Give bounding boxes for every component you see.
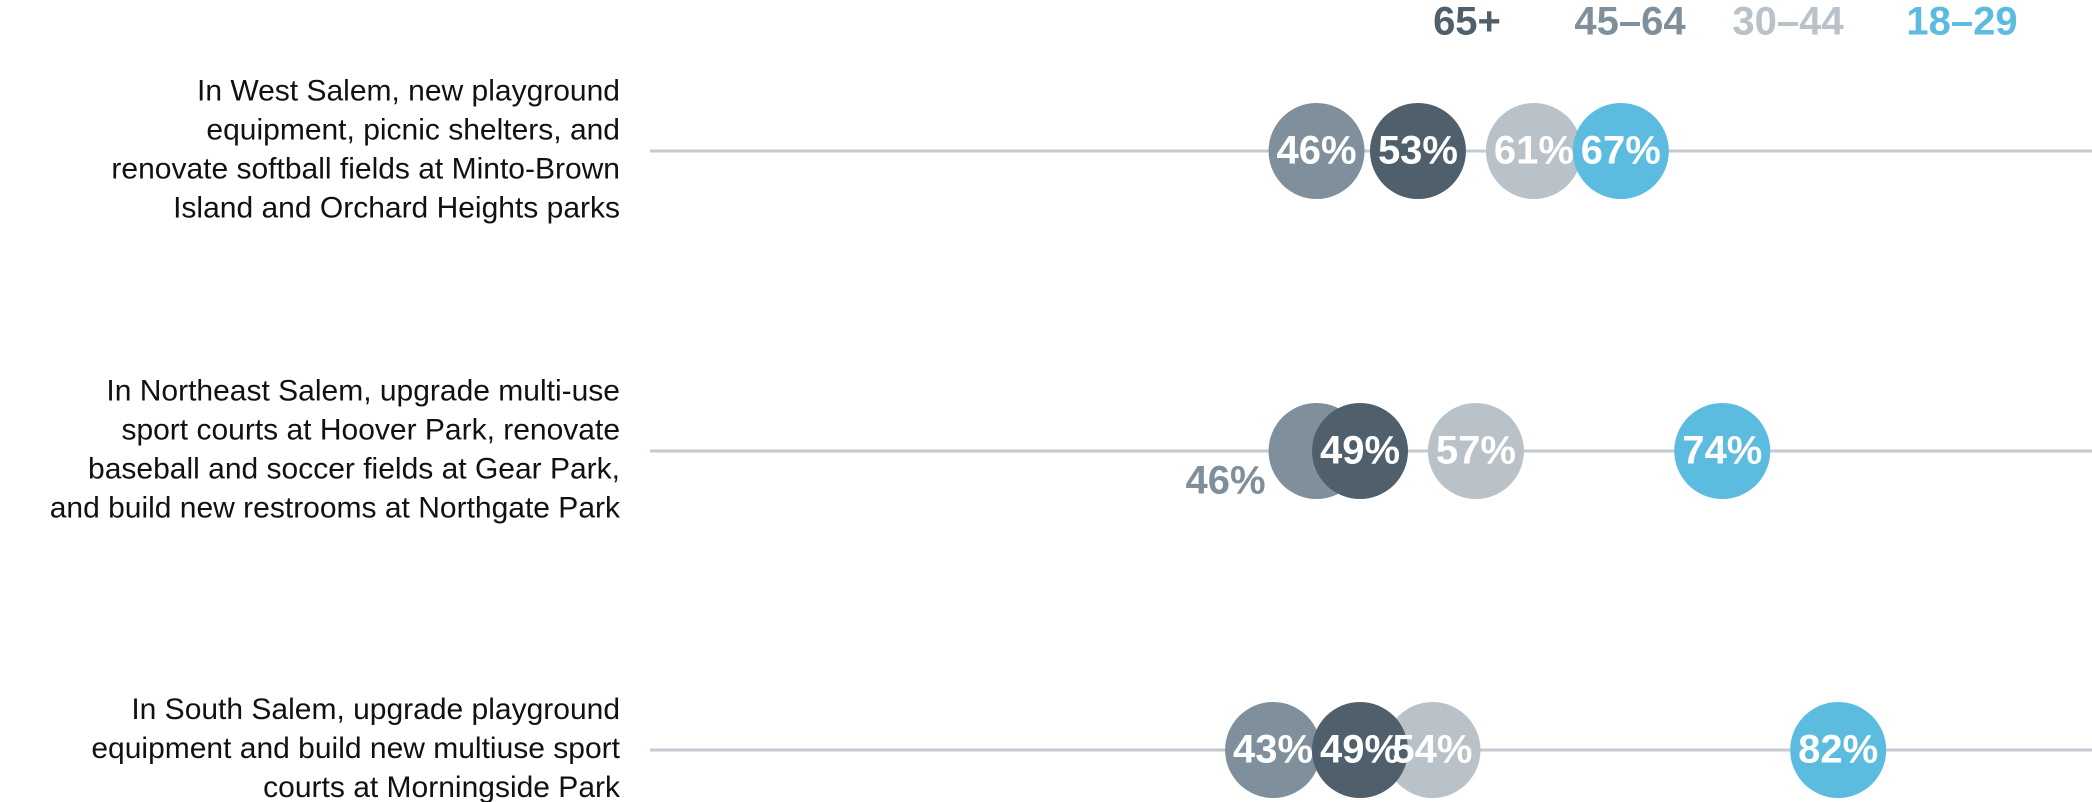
dot bbox=[1427, 403, 1524, 499]
dot bbox=[1312, 403, 1409, 499]
value-label: 53% bbox=[1378, 129, 1458, 173]
legend-label: 30–44 bbox=[1732, 0, 1844, 44]
dot bbox=[1674, 403, 1771, 499]
value-label: 74% bbox=[1682, 429, 1762, 473]
value-label: 46% bbox=[1186, 459, 1266, 503]
category-label: Island and Orchard Heights parks bbox=[173, 191, 620, 224]
value-label: 61% bbox=[1494, 129, 1574, 173]
value-label: 49% bbox=[1320, 728, 1400, 772]
value-label: 82% bbox=[1798, 728, 1878, 772]
category-label: sport courts at Hoover Park, renovate bbox=[121, 413, 620, 446]
category-label: baseball and soccer fields at Gear Park, bbox=[88, 452, 620, 485]
category-label: In Northeast Salem, upgrade multi-use bbox=[106, 374, 620, 407]
value-label: 57% bbox=[1436, 429, 1516, 473]
dot bbox=[1312, 702, 1409, 798]
dot bbox=[1485, 103, 1582, 199]
dot bbox=[1790, 702, 1887, 798]
dot bbox=[1572, 103, 1669, 199]
category-label: equipment and build new multiuse sport bbox=[91, 732, 620, 765]
dot bbox=[1369, 103, 1466, 199]
category-label: renovate softball fields at Minto-Brown bbox=[111, 152, 620, 185]
legend-label: 18–29 bbox=[1906, 0, 2017, 44]
legend-label: 45–64 bbox=[1574, 0, 1686, 44]
category-label: courts at Morningside Park bbox=[263, 771, 621, 802]
legend-label: 65+ bbox=[1433, 0, 1501, 44]
dot bbox=[1268, 103, 1365, 199]
dot bbox=[1225, 702, 1322, 798]
value-label: 46% bbox=[1277, 129, 1357, 173]
value-label: 67% bbox=[1581, 129, 1661, 173]
category-label: and build new restrooms at Northgate Par… bbox=[50, 491, 621, 524]
value-label: 43% bbox=[1233, 728, 1313, 772]
category-label: In West Salem, new playground bbox=[197, 74, 620, 107]
dot bbox=[1384, 702, 1481, 798]
category-label: equipment, picnic shelters, and bbox=[206, 113, 620, 146]
category-label: In South Salem, upgrade playground bbox=[131, 693, 620, 726]
value-label: 54% bbox=[1392, 728, 1472, 772]
value-label: 49% bbox=[1320, 429, 1400, 473]
